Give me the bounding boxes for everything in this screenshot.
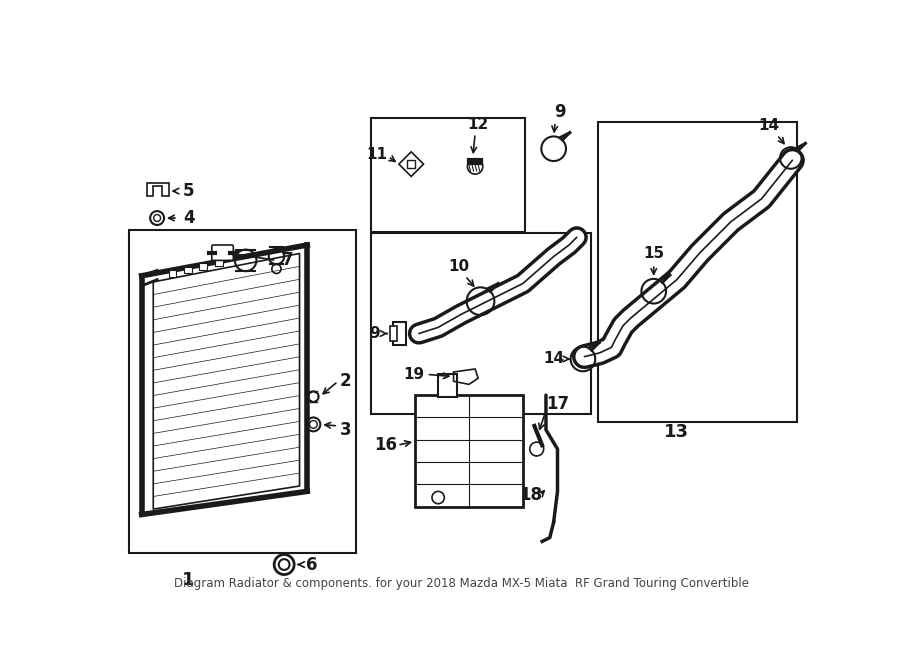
- Text: 10: 10: [448, 259, 470, 274]
- Bar: [408, 160, 415, 168]
- Bar: [371, 234, 590, 414]
- Text: 11: 11: [366, 146, 387, 162]
- Text: 4: 4: [183, 209, 194, 227]
- Text: 16: 16: [374, 436, 397, 454]
- Text: 2: 2: [340, 372, 352, 391]
- Text: 8: 8: [478, 405, 491, 424]
- Bar: [393, 322, 406, 345]
- Text: 9: 9: [554, 103, 565, 120]
- FancyBboxPatch shape: [212, 245, 233, 260]
- Text: 14: 14: [543, 352, 564, 367]
- Text: Diagram Radiator & components. for your 2018 Mazda MX-5 Miata  RF Grand Touring : Diagram Radiator & components. for your …: [174, 577, 749, 591]
- Text: 19: 19: [403, 367, 424, 382]
- Bar: [438, 373, 457, 397]
- Bar: [215, 260, 222, 265]
- Text: 17: 17: [546, 395, 569, 413]
- Bar: [200, 263, 207, 269]
- Bar: [184, 267, 192, 273]
- Bar: [391, 326, 397, 341]
- Bar: [415, 395, 523, 507]
- Text: 18: 18: [519, 487, 542, 504]
- Bar: [598, 122, 797, 422]
- Text: 13: 13: [664, 423, 689, 441]
- Bar: [129, 230, 356, 553]
- Text: 7: 7: [283, 252, 293, 269]
- Text: 3: 3: [340, 421, 352, 439]
- Text: 9: 9: [370, 326, 381, 341]
- Text: 1: 1: [182, 571, 194, 589]
- Text: 15: 15: [644, 246, 664, 261]
- Text: 6: 6: [306, 555, 318, 573]
- Text: 12: 12: [468, 117, 489, 132]
- Bar: [371, 118, 526, 232]
- Bar: [168, 270, 176, 277]
- Text: 14: 14: [759, 118, 779, 133]
- Text: 5: 5: [183, 182, 194, 200]
